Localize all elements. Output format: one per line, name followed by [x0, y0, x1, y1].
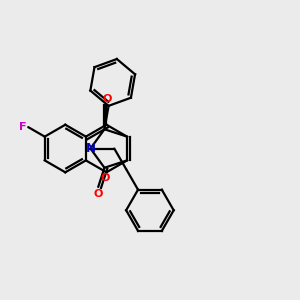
Text: F: F: [19, 122, 27, 131]
Text: O: O: [100, 173, 110, 183]
Text: O: O: [94, 188, 103, 199]
Text: O: O: [102, 94, 112, 104]
Text: N: N: [85, 142, 95, 155]
